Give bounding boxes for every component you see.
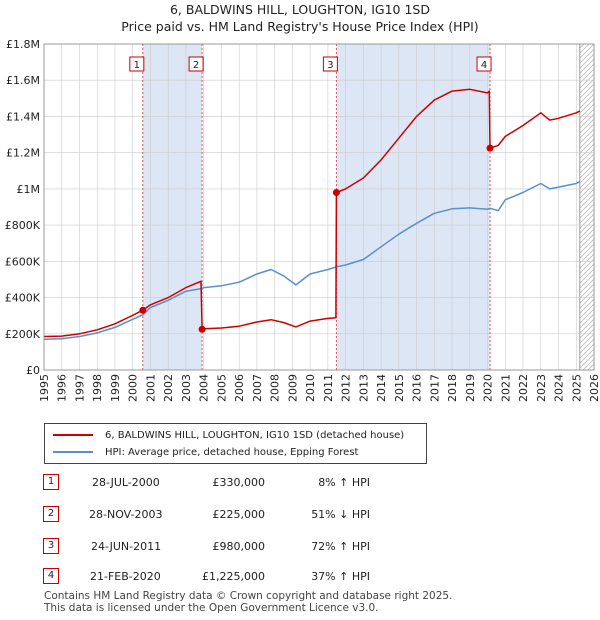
axes: £0 £200K £400K £600K £800K £1M £1.2M £1.4M £1.6M… <box>5 38 600 402</box>
x-tick-label: 2022 <box>517 374 530 402</box>
x-tick-label: 1997 <box>73 374 86 402</box>
x-tick-label: 2004 <box>198 374 211 402</box>
row-price: £1,225,000 <box>202 570 265 583</box>
sale-point-4 <box>486 144 494 152</box>
x-tick-label: 2007 <box>251 374 264 402</box>
y-tick-label: £400K <box>5 292 41 305</box>
footer: Contains HM Land Registry data © Crown c… <box>44 590 452 614</box>
x-tick-label: 2017 <box>428 374 441 402</box>
y-tick-label: £0 <box>26 364 40 377</box>
row-marker: 1 <box>43 474 59 490</box>
sale-point-3 <box>332 189 340 197</box>
x-tick-label: 2018 <box>446 374 459 402</box>
x-tick-label: 1995 <box>38 374 51 402</box>
x-tick-label: 2000 <box>127 374 140 402</box>
y-tick-label: £200K <box>5 328 41 341</box>
x-tick-label: 2006 <box>233 374 246 402</box>
legend-label-hpi: HPI: Average price, detached house, Eppi… <box>105 446 359 458</box>
plot-border <box>43 43 595 371</box>
sale-points <box>139 144 494 333</box>
x-tick-label: 1998 <box>91 374 104 402</box>
row-price: £980,000 <box>212 540 266 553</box>
x-tick-label: 2005 <box>215 374 228 402</box>
property-line <box>43 88 581 338</box>
legend-swatch-property <box>53 434 93 436</box>
sale-marker-labels: 1 2 3 4 <box>129 56 492 72</box>
x-tick-label: 2014 <box>375 374 388 402</box>
x-tick-label: 2013 <box>357 374 370 402</box>
plot-background <box>44 44 594 370</box>
row-marker: 2 <box>43 506 59 522</box>
y-tick-label: £1.4M <box>6 110 40 123</box>
x-tick-label: 2021 <box>499 374 512 402</box>
x-tick-label: 2015 <box>393 374 406 402</box>
shaded-ranges <box>142 44 595 370</box>
row-marker: 4 <box>43 568 59 584</box>
sale-marker-box-2 <box>188 56 204 72</box>
legend-label-property: 6, BALDWINS HILL, LOUGHTON, IG10 1SD (de… <box>105 429 405 441</box>
x-tick-label: 2023 <box>535 374 548 402</box>
chart-title: 6, BALDWINS HILL, LOUGHTON, IG10 1SD <box>169 2 430 17</box>
x-tick-label: 2010 <box>304 374 317 402</box>
row-price: £330,000 <box>212 476 266 489</box>
plot-area <box>44 44 594 370</box>
x-tick-label: 2026 <box>588 374 600 402</box>
shaded-period <box>142 44 203 370</box>
x-tick-label: 2025 <box>570 374 583 402</box>
row-hpi-change: 72% ↑ HPI <box>311 540 370 553</box>
sale-marker-box-3 <box>322 56 338 72</box>
row-date: 28-NOV-2003 <box>89 508 163 521</box>
price-chart: 1 2 3 4 £0 £200K £400K £600K £800K £1M £1.2M £1.4M… <box>5 38 600 402</box>
x-tick-label: 2024 <box>553 374 566 402</box>
y-tick-label: £800K <box>5 219 41 232</box>
legend: 6, BALDWINS HILL, LOUGHTON, IG10 1SD (de… <box>44 423 427 464</box>
chart-subtitle: Price paid vs. HM Land Registry's House … <box>121 19 479 34</box>
sale-marker-box-1 <box>129 56 145 72</box>
sale-point-2 <box>198 325 206 333</box>
x-tick-label: 2020 <box>482 374 495 402</box>
row-marker: 3 <box>43 538 59 554</box>
shaded-period <box>336 44 491 370</box>
legend-item-hpi: HPI: Average price, detached house, Eppi… <box>53 444 358 460</box>
row-date: 24-JUN-2011 <box>91 540 162 553</box>
row-price: £225,000 <box>212 508 266 521</box>
x-tick-label: 2002 <box>162 374 175 402</box>
y-tick-label: £1.8M <box>6 38 40 51</box>
y-tick-label: £1.6M <box>6 74 40 87</box>
row-hpi-change: 8% ↑ HPI <box>318 476 370 489</box>
x-tick-label: 2012 <box>340 374 353 402</box>
x-tick-label: 2001 <box>144 374 157 402</box>
x-tick-label: 2016 <box>411 374 424 402</box>
sale-point-1 <box>139 306 147 314</box>
footer-line-2: This data is licensed under the Open Gov… <box>44 602 379 614</box>
row-date: 28-JUL-2000 <box>92 476 160 489</box>
x-tick-label: 2008 <box>269 374 282 402</box>
sale-marker-label-2: 2 <box>193 60 199 71</box>
y-tick-label: £600K <box>5 255 41 268</box>
legend-item-property: 6, BALDWINS HILL, LOUGHTON, IG10 1SD (de… <box>53 427 404 443</box>
row-date: 21-FEB-2020 <box>90 570 161 583</box>
x-tick-label: 2003 <box>180 374 193 402</box>
sale-marker-label-3: 3 <box>327 60 333 71</box>
x-tick-label: 1999 <box>109 374 122 402</box>
y-tick-label: £1.2M <box>6 147 40 160</box>
x-tick-label: 2009 <box>286 374 299 402</box>
legend-swatch-hpi <box>53 451 93 453</box>
row-hpi-change: 51% ↓ HPI <box>311 508 370 521</box>
y-tick-label: £1M <box>17 183 41 196</box>
sale-marker-label-4: 4 <box>481 60 487 71</box>
x-tick-label: 2019 <box>464 374 477 402</box>
x-tick-label: 1996 <box>56 374 69 402</box>
sale-marker-label-1: 1 <box>134 60 140 71</box>
footer-line-1: Contains HM Land Registry data © Crown c… <box>44 590 453 602</box>
x-tick-label: 2011 <box>322 374 335 402</box>
row-hpi-change: 37% ↑ HPI <box>311 570 370 583</box>
sale-marker-box-4 <box>476 56 492 72</box>
